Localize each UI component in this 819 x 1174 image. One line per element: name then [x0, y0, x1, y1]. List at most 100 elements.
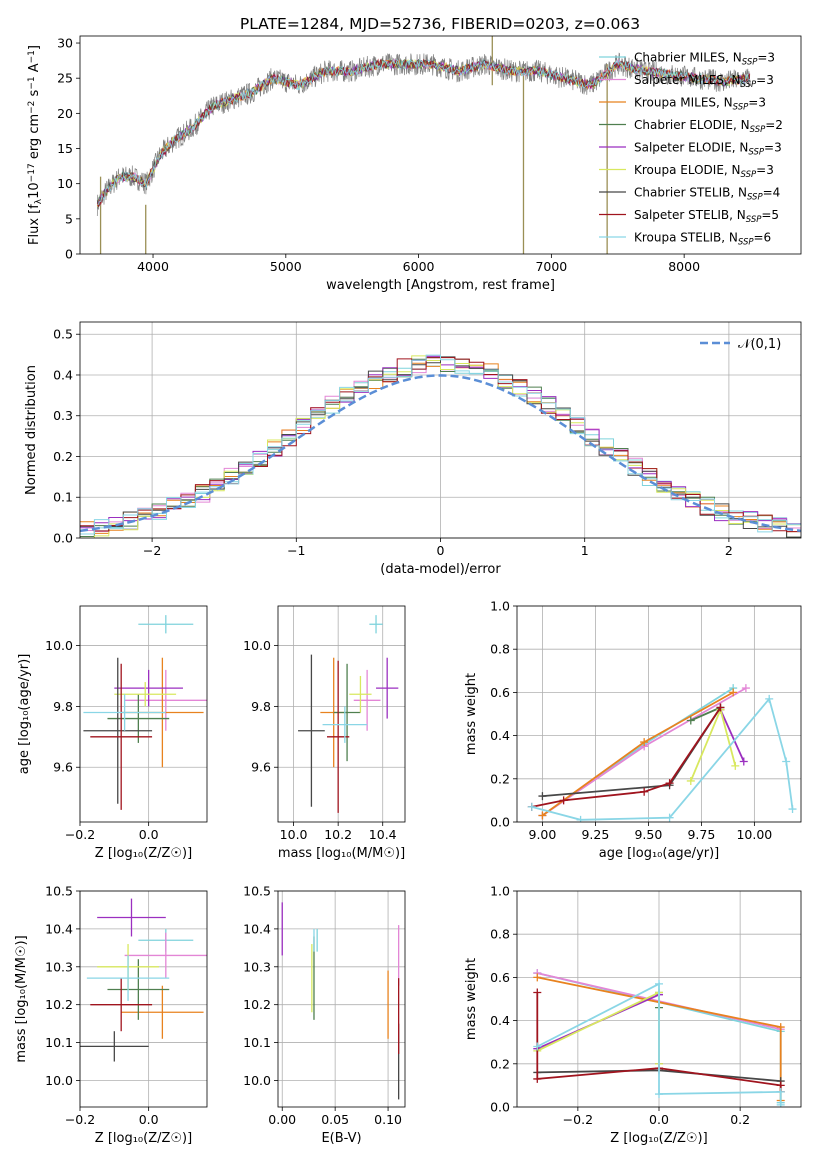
- axes-frame: 10.0 10.2 10.4 9.6 9.8 10.0 mass [log₁₀(M/M☉)]: [243, 605, 406, 861]
- x-tick-label: 6000: [403, 259, 435, 274]
- x-tick-label: 0.0: [649, 1112, 669, 1127]
- x-tick-label: 0.00: [268, 1112, 296, 1127]
- x-tick-label: 4000: [137, 259, 169, 274]
- x-tick-label: 9.25: [581, 827, 609, 842]
- weight-marker: [716, 703, 725, 712]
- weight-marker: [788, 805, 797, 814]
- x-tick-label: 1: [581, 543, 589, 558]
- legend-label-main: Salpeter MILES, N: [634, 73, 741, 87]
- weight-marker: [739, 757, 748, 766]
- y-tick-label: 10.3: [243, 959, 271, 974]
- x-tick-label: 8000: [668, 259, 700, 274]
- panel-mass_vs_Z: −0.2 0.0 10.0 10.1 10.2 10.3 10.4 10.5 Z [log₁₀(…: [14, 884, 208, 1146]
- legend-label-value: =4: [763, 186, 781, 200]
- y-axis-label-part: 10: [27, 182, 42, 199]
- weight-line: [719, 709, 745, 762]
- legend-label: Chabrier MILES, NSSP=3: [634, 51, 775, 68]
- y-tick-label: 20: [57, 106, 73, 121]
- y-tick-label: 0.4: [490, 1013, 510, 1028]
- x-axis-label: Z [log₁₀(Z/Z☉)]: [95, 1131, 192, 1146]
- x-axis-label: Z [log₁₀(Z/Z☉)]: [610, 1131, 707, 1146]
- weight-marker: [640, 738, 649, 747]
- weight-marker: [538, 811, 547, 820]
- y-axis-label-part: ]: [27, 45, 42, 50]
- legend-label-sub: SSP: [733, 103, 749, 113]
- y-tick-label: 10.0: [45, 638, 73, 653]
- x-tick-label: 10.00: [736, 827, 772, 842]
- y-tick-label: 9.8: [53, 699, 73, 714]
- panel-mass_vs_EBV: 0.00 0.05 0.10 10.0 10.1 10.2 10.3 10.4 10.5 E(B-…: [243, 884, 406, 1146]
- y-tick-label: 0.2: [53, 449, 73, 464]
- y-tick-label: 0.6: [490, 685, 510, 700]
- weight-line: [690, 706, 721, 722]
- weight-marker: [776, 1087, 785, 1096]
- y-axis-label: Normed distribution: [24, 365, 39, 495]
- x-tick-label: 7000: [535, 259, 567, 274]
- axes-frame: 9.00 9.25 9.50 9.75 10.00 0.0 0.2 0.4 0.6 0.8 1.0 a…: [464, 599, 802, 861]
- x-tick-label: 2: [725, 543, 733, 558]
- legend-label: 𝒩(0,1): [738, 337, 781, 352]
- y-tick-label: 15: [57, 141, 73, 156]
- y-axis-label-part: s: [27, 89, 42, 100]
- legend-label: Kroupa MILES, NSSP=3: [634, 96, 766, 113]
- legend-label-value: =3: [756, 163, 774, 177]
- axes-border: [277, 890, 406, 1108]
- legend-label-value: =3: [756, 73, 774, 87]
- weight-marker: [686, 716, 695, 725]
- weight-marker: [559, 796, 568, 805]
- axes-frame: 0.00 0.05 0.10 10.0 10.1 10.2 10.3 10.4 10.5 E(B-…: [243, 884, 406, 1146]
- y-tick-label: 0.3: [53, 408, 73, 423]
- y-tick-label: 10.2: [243, 997, 271, 1012]
- y-tick-label: 0.5: [53, 327, 73, 342]
- weight-marker: [533, 1074, 542, 1083]
- weight-line: [531, 697, 794, 821]
- legend-label: Salpeter ELODIE, NSSP=3: [634, 141, 782, 158]
- y-tick-label: 30: [57, 36, 73, 51]
- gaussian-curve: [80, 374, 801, 533]
- x-tick-label: 5000: [270, 259, 302, 274]
- panels: 4000 5000 6000 7000 8000051015202530waveleng…: [14, 36, 802, 1146]
- y-tick-label: 10.5: [45, 884, 73, 899]
- weight-line: [536, 982, 782, 1105]
- weight-marker: [731, 761, 740, 770]
- plot-area: [281, 902, 400, 1100]
- x-tick-label: 0.10: [374, 1112, 402, 1127]
- y-tick-label: 0.4: [490, 728, 510, 743]
- weight-marker: [655, 1090, 663, 1099]
- y-tick-label: 25: [57, 71, 73, 86]
- legend-label-sub: SSP: [742, 58, 758, 68]
- legend-label-main: Chabrier ELODIE, N: [634, 118, 750, 132]
- axes-frame: −0.2 0.0 9.6 9.8 10.0 Z [log₁₀(Z/Z☉)] age [log…: [17, 605, 208, 861]
- panel-weight_vs_age: 9.00 9.25 9.50 9.75 10.00 0.0 0.2 0.4 0.6 0.8 1.0 a…: [464, 599, 802, 861]
- y-tick-label: 10.4: [243, 921, 271, 936]
- axes-border: [516, 605, 802, 823]
- weight-marker: [533, 1042, 542, 1051]
- axes-border: [516, 890, 802, 1108]
- y-axis-label-part: λ: [34, 198, 44, 204]
- legend-label-sub: SSP: [746, 215, 762, 225]
- plot-area: [96, 36, 751, 254]
- plot-area: [527, 684, 797, 822]
- legend-label-main: Kroupa MILES, N: [634, 96, 733, 110]
- x-axis-label: mass [log₁₀(M/M☉)]: [278, 846, 405, 861]
- x-axis-label: wavelength [Angstrom, rest frame]: [326, 278, 555, 293]
- plot-area: [298, 615, 399, 813]
- y-tick-label: 10.1: [45, 1035, 73, 1050]
- panel-weight_vs_Z: −0.2 0.0 0.2 0.0 0.2 0.4 0.6 0.8 1.0 Z [log₁₀(Z/Z…: [464, 884, 802, 1146]
- x-tick-label: −0.2: [563, 1112, 593, 1127]
- panel-residuals: −2 −1 0 1 2 0.0 0.1 0.2 0.3 0.4 0.5 (data-model)/er…: [24, 321, 802, 577]
- y-tick-label: 10.0: [45, 1073, 73, 1088]
- y-axis-label-part: −1: [27, 50, 37, 63]
- y-tick-label: 1.0: [490, 884, 510, 899]
- y-axis-label: age [log₁₀(age/yr)]: [17, 654, 32, 775]
- y-tick-label: 0.2: [490, 1056, 510, 1071]
- x-tick-label: −2: [143, 543, 161, 558]
- x-tick-label: 10.2: [324, 827, 352, 842]
- y-axis-label: mass [log₁₀(M/M☉)]: [14, 935, 29, 1062]
- x-tick-label: 0: [437, 543, 445, 558]
- y-tick-label: 9.6: [53, 760, 73, 775]
- y-tick-label: 10: [57, 176, 73, 191]
- legend-label-value: =3: [764, 141, 782, 155]
- weight-marker: [533, 988, 542, 997]
- x-tick-label: 10.4: [369, 827, 397, 842]
